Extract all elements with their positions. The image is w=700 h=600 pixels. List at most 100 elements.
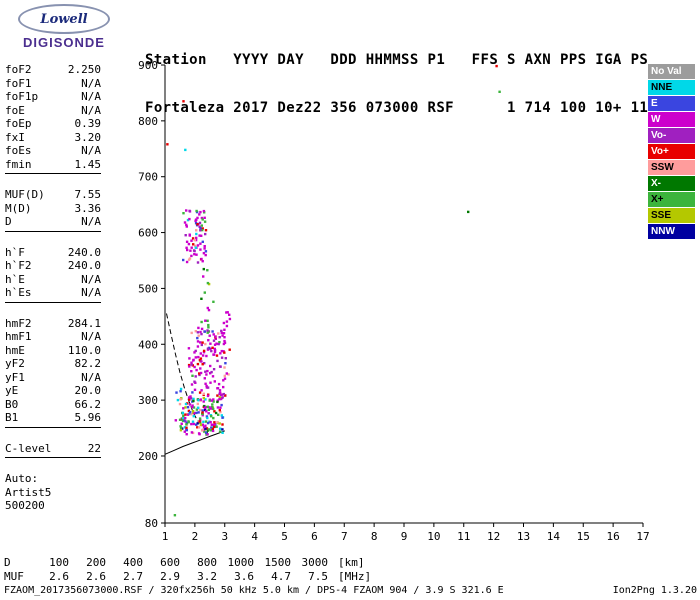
parameter-row: B0 66.2	[5, 398, 101, 412]
parameter-value: 240.0	[67, 245, 101, 259]
parameter-row: D N/A	[5, 215, 101, 229]
parameter-row: 500200	[5, 499, 101, 513]
parameter-row: MUF(D) 7.55	[5, 188, 101, 202]
svg-text:8: 8	[371, 530, 378, 543]
parameter-separator	[5, 173, 101, 174]
parameter-value: N/A	[81, 286, 101, 299]
parameter-row: h`E N/A	[5, 273, 101, 287]
parameter-label: h`F2	[5, 259, 32, 272]
parameter-separator	[5, 230, 101, 232]
header-columns-line: Station YYYY DAY DDD HHMMSS P1 FFS S AXN…	[145, 52, 649, 68]
parameter-label: fmin	[5, 157, 32, 171]
ionogram-plot: 1 2 3 4 5 6 7 8 9 10 11 12 13 14 15 16 17802003004005006…	[138, 59, 650, 543]
legend-item-e: E	[648, 96, 695, 111]
parameter-label: C-level	[5, 441, 52, 455]
parameter-label: foEp	[5, 117, 32, 130]
svg-text:5: 5	[281, 530, 288, 543]
svg-text:200: 200	[138, 450, 158, 463]
parameter-value: 240.0	[67, 259, 101, 272]
parameter-label: hmF1	[5, 330, 32, 343]
header-values-line: Fortaleza 2017 Dez22 356 073000 RSF 1 71…	[145, 100, 649, 116]
parameter-value: 3.36	[74, 201, 102, 215]
legend-item-x: X-	[648, 176, 695, 191]
parameter-value: N/A	[81, 103, 101, 117]
svg-text:800: 800	[138, 115, 158, 128]
parameter-row: h`Es N/A	[5, 286, 101, 300]
footer-file-info: FZAOM_2017356073000.RSF / 320fx256h 50 k…	[4, 585, 504, 596]
parameter-row: foF1 N/A	[5, 77, 101, 91]
parameter-label: Artist5	[5, 485, 52, 499]
parameter-row: h`F 240.0	[5, 246, 101, 260]
svg-text:9: 9	[401, 530, 408, 543]
parameter-label: D	[5, 215, 12, 228]
parameter-value: N/A	[81, 272, 101, 286]
parameter-row: hmF1 N/A	[5, 330, 101, 344]
legend-item-vo: Vo+	[648, 144, 695, 159]
parameter-value: N/A	[81, 370, 101, 384]
parameter-row: yF2 82.2	[5, 357, 101, 371]
parameter-label: yE	[5, 384, 19, 397]
dmuf-table: D 100 200 400 600 800 1000 1500 3000 [km] MUF 2.6 2.…	[4, 556, 371, 583]
logo-digisonde-text: DIGISONDE	[23, 35, 105, 50]
parameter-row: foEs N/A	[5, 144, 101, 158]
legend-item-vo: Vo-	[648, 128, 695, 143]
parameter-separator	[5, 426, 101, 428]
parameter-row: C-level 22	[5, 442, 101, 456]
lowell-logo-oval: Lowell	[18, 4, 110, 34]
parameter-row: hmE 110.0	[5, 344, 101, 358]
parameter-row: Artist5	[5, 486, 101, 500]
parameter-label: h`F	[5, 245, 25, 259]
parameter-row: foF2 2.250	[5, 63, 101, 77]
parameter-row: yF1 N/A	[5, 371, 101, 385]
svg-text:600: 600	[138, 227, 158, 240]
parameter-label: yF2	[5, 357, 25, 370]
parameter-panel: foF2 2.250 foF1 N/A foF1p N/A foE N/A foEp 0.39 fx…	[5, 63, 101, 513]
parameter-row: M(D) 3.36	[5, 202, 101, 216]
legend-item-nne: NNE	[648, 80, 695, 95]
doppler-color-legend: No Val NNE E W Vo- Vo+ SSW X- X+ SSE NNW	[648, 64, 695, 240]
parameter-value: 20.0	[74, 384, 102, 397]
svg-text:6: 6	[311, 530, 318, 543]
parameter-label: B1	[5, 411, 19, 424]
svg-text:700: 700	[138, 171, 158, 184]
lowell-digisonde-logo: Lowell DIGISONDE	[8, 4, 120, 50]
parameter-row: fxI 3.20	[5, 131, 101, 145]
svg-text:13: 13	[517, 530, 530, 543]
parameter-row: fmin 1.45	[5, 158, 101, 172]
parameter-value: N/A	[81, 330, 101, 343]
parameter-label: M(D)	[5, 201, 32, 215]
muf-row: MUF 2.6 2.6 2.7 2.9 3.2 3.6 4.7 7.5 [MHz]	[4, 569, 372, 583]
svg-text:3: 3	[221, 530, 228, 543]
parameter-row: foEp 0.39	[5, 117, 101, 131]
parameter-value: 22	[87, 441, 101, 455]
parameter-label: h`E	[5, 272, 25, 286]
parameter-value: 82.2	[74, 357, 102, 370]
svg-text:15: 15	[577, 530, 590, 543]
svg-text:2: 2	[192, 530, 199, 543]
svg-text:500: 500	[138, 282, 158, 295]
svg-text:10: 10	[427, 530, 440, 543]
parameter-label: foF2	[5, 63, 32, 76]
parameter-value: N/A	[81, 215, 101, 228]
parameter-separator	[5, 457, 101, 458]
svg-text:400: 400	[138, 338, 158, 351]
svg-text:4: 4	[251, 530, 258, 543]
parameter-value: 7.55	[74, 188, 102, 201]
parameter-label: foF1p	[5, 90, 39, 103]
parameter-value: 0.39	[74, 117, 102, 130]
parameter-label: foE	[5, 103, 25, 117]
parameter-label: Auto:	[5, 472, 39, 485]
parameter-label: foF1	[5, 76, 32, 90]
parameter-label: fxI	[5, 130, 25, 144]
legend-item-nnw: NNW	[648, 224, 695, 239]
logo-lowell-text: Lowell	[40, 11, 88, 27]
parameter-value: 2.250	[67, 63, 101, 76]
parameter-label: MUF(D)	[5, 188, 45, 201]
parameter-value: 3.20	[74, 130, 102, 144]
parameter-value: N/A	[81, 90, 101, 103]
svg-text:80: 80	[145, 517, 158, 530]
parameter-value: 1.45	[74, 157, 102, 171]
parameter-label: B0	[5, 397, 19, 411]
parameter-value: 284.1	[67, 316, 101, 330]
legend-item-sse: SSE	[648, 208, 695, 223]
